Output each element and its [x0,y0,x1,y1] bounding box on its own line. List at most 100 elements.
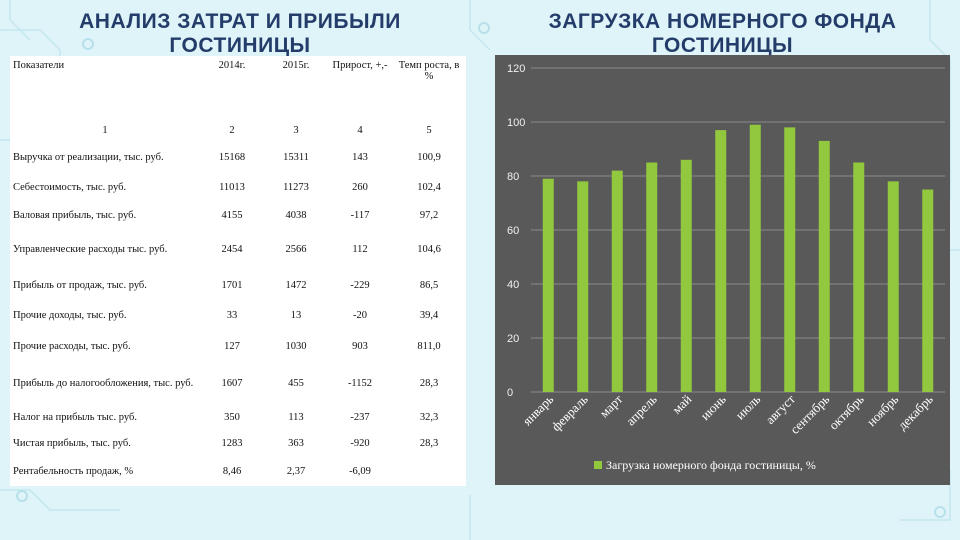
table-cell: Показатели [13,60,65,71]
table-cell: -920 [350,437,370,449]
table-row: Прочие расходы, тыс. руб. 127 1030 903 811,0 [10,330,466,362]
table-cell: 363 [288,437,304,449]
y-tick-label: 80 [507,171,519,183]
x-tick-label: февраль [548,391,591,434]
table-header-row: Показатели 2014г. 2015г. Прирост, +,- Темп р… [10,56,466,118]
table-row: Выручка от реализации, тыс. руб. 15168 153… [10,142,466,172]
table-cell: 86,5 [419,279,439,291]
table-cell: 143 [352,151,368,163]
table-row: Чистая прибыль, тыс. руб. 1283 363 -920 28,3 [10,430,466,456]
y-tick-label: 20 [507,333,519,345]
bar [887,181,899,392]
table-cell: Налог на прибыль тыс. руб. [13,411,137,423]
table-cell: 4038 [285,209,307,221]
table-row: Себестоимость, тыс. руб. 11013 11273 260 102… [10,172,466,202]
x-tick-label: декабрь [895,391,936,432]
bar [715,130,727,392]
bar [611,170,623,392]
table-row: Валовая прибыль, тыс. руб. 4155 4038 -117 97… [10,202,466,228]
table-cell: Управленческие расходы тыс. руб. [13,243,168,255]
table-cell: 113 [288,411,304,423]
table-cell: 2,37 [286,465,306,477]
table-cell: 15168 [218,151,246,163]
table-cell: -6,09 [349,465,371,477]
table-cell: 4155 [221,209,243,221]
table-cell: 104,6 [417,243,441,255]
financial-table: Показатели 2014г. 2015г. Прирост, +,- Темп р… [10,56,466,486]
table-cell: 102,4 [417,181,441,193]
table-row: Прочие доходы, тыс. руб. 33 13 -20 39,4 [10,300,466,330]
table-cell: 32,3 [419,411,439,423]
table-cell: Выручка от реализации, тыс. руб. [13,151,164,163]
bar [542,178,554,392]
bar [749,124,761,392]
table-cell: 4 [357,124,363,136]
table-cell: 1283 [221,437,243,449]
table-cell: 350 [224,411,240,423]
table-cell: -20 [353,309,367,321]
y-tick-label: 120 [507,63,525,75]
table-cell: 811,0 [417,340,441,352]
table-cell: 1472 [285,279,307,291]
y-tick-label: 40 [507,279,519,291]
y-tick-label: 0 [507,387,513,399]
table-row: Рентабельность продаж, % 8,46 2,37 -6,09 [10,456,466,486]
table-row: Прибыль от продаж, тыс. руб. 1701 1472 -229… [10,270,466,300]
table-cell: 13 [290,309,302,321]
table-cell: Валовая прибыль, тыс. руб. [13,209,137,221]
table-cell: Прирост, +,- [332,60,388,71]
x-tick-label: июль [732,391,763,422]
y-tick-label: 100 [507,117,525,129]
table-cell: 2 [229,124,235,136]
table-cell: -1152 [347,377,373,389]
table-cell: 2015г. [282,60,310,71]
table-cell: 8,46 [222,465,242,477]
table-row: Управленческие расходы тыс. руб. 2454 2566… [10,228,466,270]
table-cell: 1701 [221,279,243,291]
table-cell: Себестоимость, тыс. руб. [13,181,127,193]
table-cell: 100,9 [417,151,441,163]
table-cell: 112 [352,243,368,255]
table-cell: 5 [426,124,432,136]
bar [680,159,692,392]
table-cell: 455 [288,377,304,389]
table-cell: 2014г. [218,60,246,71]
table-row: Налог на прибыль тыс. руб. 350 113 -237 32,3 [10,404,466,430]
table-cell: 1030 [285,340,307,352]
x-tick-label: апрель [623,391,660,428]
bar [818,140,830,392]
table-cell: Прочие доходы, тыс. руб. [13,309,127,321]
table-cell: Чистая прибыль, тыс. руб. [13,437,131,449]
table-cell: 3 [293,124,299,136]
bar [853,162,865,392]
table-cell: 11273 [283,181,309,193]
table-cell: Прочие расходы, тыс. руб. [13,340,131,352]
y-tick-label: 60 [507,225,519,237]
left-slide-title: АНАЛИЗ ЗАТРАТ И ПРИБЫЛИ ГОСТИНИЦЫ [79,10,401,57]
bar [922,189,934,392]
x-tick-label: июнь [697,391,729,423]
bar [577,181,589,392]
x-tick-label: март [596,391,625,420]
table-cell: 260 [352,181,368,193]
table-cell: 903 [352,340,368,352]
bar [784,127,796,393]
table-numbering-row: 1 2 3 4 5 [10,118,466,142]
table-cell: -237 [350,411,370,423]
legend-label: Загрузка номерного фонда гостиницы, % [606,458,816,472]
table-cell: 33 [226,309,238,321]
table-cell: 127 [224,340,240,352]
table-cell: 1607 [221,377,243,389]
table-cell: 15311 [283,151,309,163]
x-tick-label: октябрь [826,391,867,432]
occupancy-chart: 0 20 40 60 80 100 120 январь февраль март апрель ма… [495,55,950,485]
table-cell: 11013 [219,181,245,193]
table-cell [392,456,466,486]
table-cell: -117 [350,209,370,221]
table-cell: 2566 [285,243,307,255]
table-cell: 39,4 [419,309,439,321]
table-cell: Рентабельность продаж, % [13,465,134,477]
table-row: Прибыль до налогообложения, тыс. руб. 160… [10,362,466,404]
table-cell: 28,3 [419,437,439,449]
